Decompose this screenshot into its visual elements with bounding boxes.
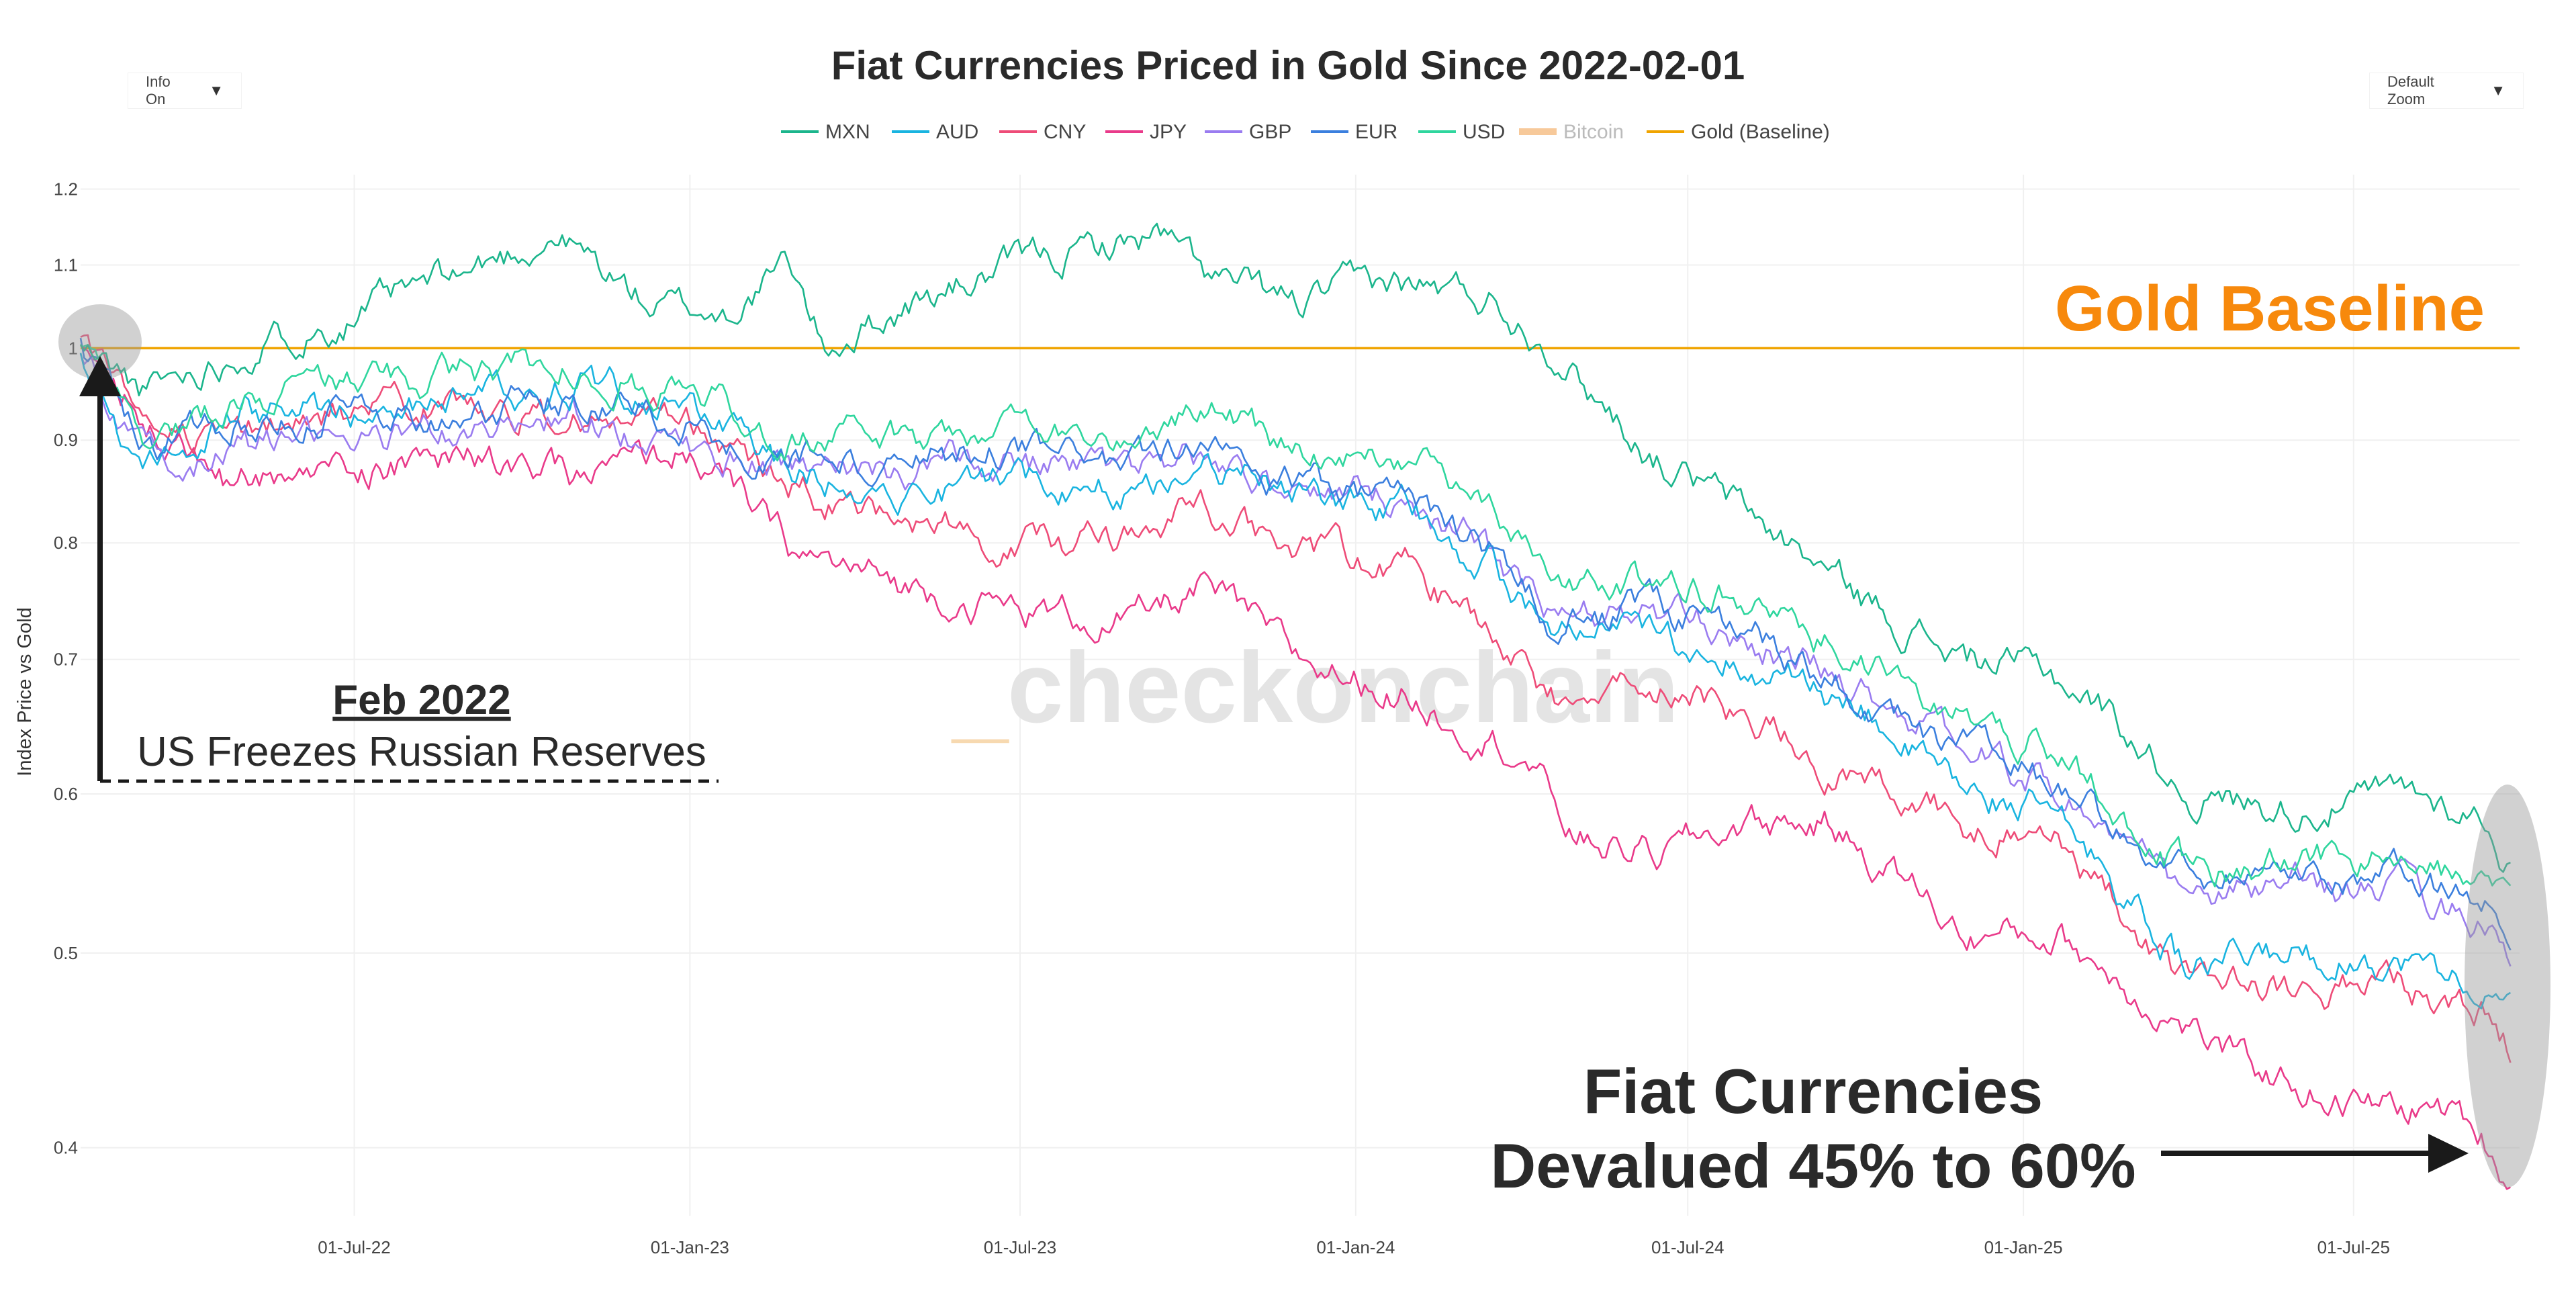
y-tick-label: 1 <box>68 338 78 358</box>
y-tick-label: 0.7 <box>54 650 78 670</box>
y-tick-label: 0.4 <box>54 1138 78 1158</box>
x-tick-label: 01-Jul-24 <box>1651 1237 1724 1257</box>
legend: MXN AUD CNY JPY GBP EUR USD Bitcoin Gold (Baseli… <box>781 121 1830 143</box>
series-jpy-line <box>80 345 2511 1190</box>
chevron-down-icon: ▼ <box>209 82 224 99</box>
series-aud-line <box>79 353 2512 1010</box>
chevron-down-icon: ▼ <box>2491 82 2505 99</box>
chart-title: Fiat Currencies Priced in Gold Since 202… <box>831 43 1745 88</box>
x-axis-ticks: 01-Jul-22 01-Jan-23 01-Jul-23 01-Jan-24 01-J… <box>318 1237 2390 1257</box>
legend-label-gold-baseline: Gold (Baseline) <box>1691 121 1830 143</box>
info-toggle-label: Info On <box>146 73 171 107</box>
y-tick-label: 0.9 <box>54 430 78 450</box>
x-tick-label: 01-Jan-25 <box>1984 1237 2063 1257</box>
feb-2022-arrowhead <box>79 356 121 396</box>
legend-label-usd: USD <box>1463 121 1505 143</box>
y-axis-ticks: 1.2 1.1 1 0.9 0.8 0.7 0.6 0.5 0.4 <box>54 179 78 1157</box>
legend-label-jpy: JPY <box>1150 121 1187 143</box>
watermark-prefix: _ <box>951 639 1009 752</box>
legend-label-aud: AUD <box>936 121 978 143</box>
feb-2022-title: Feb 2022 <box>332 677 510 723</box>
end-highlight-ellipse <box>2465 785 2550 1188</box>
legend-label-gbp: GBP <box>1249 121 1291 143</box>
devalued-arrowhead <box>2428 1134 2469 1173</box>
devalued-line2: Devalued 45% to 60% <box>1490 1130 2135 1201</box>
legend-label-cny: CNY <box>1044 121 1086 143</box>
x-tick-label: 01-Jul-25 <box>2317 1237 2390 1257</box>
x-tick-label: 01-Jan-24 <box>1316 1237 1395 1257</box>
info-toggle-dropdown[interactable]: Info On ▼ <box>128 73 242 109</box>
y-tick-label: 1.1 <box>54 255 78 275</box>
x-tick-label: 01-Jul-23 <box>984 1237 1056 1257</box>
series-eur-line <box>79 337 2512 951</box>
legend-label-mxn: MXN <box>825 121 870 143</box>
devalued-line1: Fiat Currencies <box>1583 1056 2043 1126</box>
zoom-dropdown[interactable]: Default Zoom ▼ <box>2369 73 2524 109</box>
zoom-label: Default Zoom <box>2387 73 2434 107</box>
y-tick-label: 1.2 <box>54 179 78 199</box>
start-highlight-ellipse <box>58 304 142 379</box>
y-tick-label: 0.6 <box>54 784 78 804</box>
gold-baseline-annotation: Gold Baseline <box>2055 273 2485 345</box>
x-tick-label: 01-Jan-23 <box>651 1237 729 1257</box>
x-tick-label: 01-Jul-22 <box>318 1237 390 1257</box>
feb-2022-subtitle: US Freezes Russian Reserves <box>137 729 706 775</box>
series-usd-line <box>80 344 2512 888</box>
series-group <box>79 222 2520 1190</box>
legend-label-eur: EUR <box>1355 121 1397 143</box>
y-tick-label: 0.8 <box>54 533 78 553</box>
y-tick-label: 0.5 <box>54 943 78 963</box>
y-axis-label: Index Price vs Gold <box>14 607 36 776</box>
watermark: checkonchain <box>1007 631 1679 744</box>
series-mxn-line <box>79 222 2511 873</box>
legend-label-bitcoin: Bitcoin <box>1563 121 1624 143</box>
